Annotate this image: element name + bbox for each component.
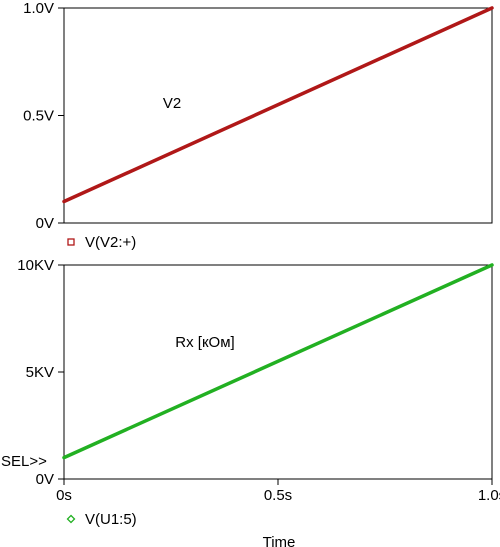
legend-marker-diamond	[66, 514, 76, 524]
plot-annotation: V2	[163, 95, 181, 112]
x-tick-label: 0.5s	[264, 487, 292, 504]
x-tick-label: 0s	[56, 487, 72, 504]
plot-v2: 0V 0.5V 1.0V V(V2:+) V2	[23, 0, 494, 251]
plot-rx: 0V 5KV 10KV 0s 0.5s 1.0s V(U1:5) Rx [кОм]	[17, 257, 500, 528]
y-tick-label: 0V	[36, 215, 54, 232]
series-line	[62, 6, 494, 204]
y-tick-label: 1.0V	[23, 0, 54, 17]
series-line	[62, 263, 494, 460]
y-tick-label: 0.5V	[23, 108, 54, 125]
y-tick-label: 10KV	[17, 257, 54, 274]
sel-marker[interactable]: SEL>>	[1, 453, 47, 470]
x-tick-label: 1.0s	[478, 487, 500, 504]
legend-label[interactable]: V(U1:5)	[85, 511, 137, 528]
plot-frame	[63, 264, 493, 480]
y-tick-label: 0V	[36, 471, 54, 488]
plot-annotation: Rx [кОм]	[175, 334, 234, 351]
legend-marker-square	[67, 238, 75, 246]
x-axis-title: Time	[263, 534, 296, 547]
plot-frame	[63, 7, 493, 224]
legend-label[interactable]: V(V2:+)	[85, 234, 136, 251]
y-tick-label: 5KV	[26, 364, 54, 381]
